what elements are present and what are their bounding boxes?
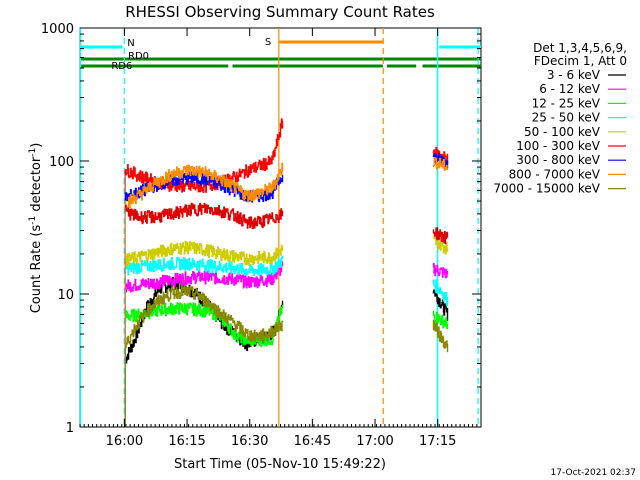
x-tick-label-4: 17:00 — [356, 434, 393, 449]
y-tick-label-2: 100 — [49, 155, 74, 170]
series-line-1-a — [124, 261, 284, 293]
n-marker-label: N — [127, 38, 134, 49]
footer-date: 17-Oct-2021 02:37 — [551, 468, 636, 478]
series-100-300kev — [124, 118, 449, 427]
series-12-25kev — [124, 302, 449, 427]
red-band-0 — [124, 202, 449, 245]
x-tick-label-3: 16:45 — [294, 434, 331, 449]
legend-label-6: 300 - 800 keV — [516, 153, 600, 167]
legend-label-5: 100 - 300 keV — [516, 139, 600, 153]
legend-label-3: 25 - 50 keV — [532, 111, 601, 125]
legend-label-2: 12 - 25 keV — [532, 96, 601, 110]
legend-label-1: 6 - 12 keV — [539, 82, 601, 96]
s-marker-label: S — [265, 37, 271, 48]
x-tick-label-2: 16:30 — [231, 434, 268, 449]
x-axis-label: Start Time (05-Nov-10 15:49:22) — [174, 457, 386, 472]
series-line-7-a — [124, 162, 284, 210]
red-band-line-0-a — [124, 202, 284, 229]
series-line-3-a — [124, 255, 284, 276]
series-7000-15000kev — [124, 285, 449, 427]
y-tick-label-1: 10 — [57, 288, 74, 303]
series-6-12kev — [124, 261, 449, 427]
red-band-line-0-b — [432, 227, 449, 245]
y-axis-label-end: ) — [29, 143, 44, 148]
series-line-4-b — [432, 236, 449, 255]
legend-label-7: 800 - 7000 keV — [509, 167, 601, 181]
x-tick-label-0: 16:00 — [106, 434, 143, 449]
rd6-label: RD6 — [111, 61, 132, 72]
legend: Det 1,3,4,5,6,9, FDecim 1, Att 0 3 - 6 k… — [493, 41, 627, 196]
legend-label-8: 7000 - 15000 keV — [493, 182, 600, 196]
series-line-0-a — [124, 277, 284, 364]
x-tick-label-5: 17:15 — [419, 434, 456, 449]
series-line-4-a — [124, 240, 284, 267]
series-line-2-a — [124, 302, 284, 348]
series-line-8-b — [432, 319, 449, 353]
y-axis-label-sup1: -1 — [28, 216, 38, 225]
rd0-label: RD0 — [128, 51, 149, 62]
series-line-2-b — [432, 310, 449, 330]
legend-label-0: 3 - 6 keV — [547, 68, 601, 82]
series-line-8-a — [124, 285, 284, 349]
chart-title: RHESSI Observing Summary Count Rates — [125, 3, 435, 21]
series-line-1-b — [432, 262, 449, 279]
legend-header-line-1: Det 1,3,4,5,6,9, — [533, 41, 627, 55]
plot-frame — [79, 27, 482, 428]
legend-header-line-2: FDecim 1, Att 0 — [534, 54, 627, 68]
series-layer — [124, 118, 449, 427]
y-axis-label-main: Count Rate (s — [29, 225, 44, 314]
series-line-7-b — [432, 157, 449, 171]
legend-label-4: 50 - 100 keV — [524, 125, 601, 139]
y-axis-label: Count Rate (s-1 detector-1) — [28, 143, 44, 314]
y-tick-label-0: 1 — [66, 421, 74, 436]
series-line-3-b — [432, 279, 449, 307]
plot-border — [79, 27, 482, 428]
y-axis-label-sup2: -1 — [28, 148, 38, 157]
series-3-6kev — [124, 277, 449, 427]
x-tick-label-1: 16:15 — [168, 434, 205, 449]
y-tick-label-3: 1000 — [41, 22, 74, 37]
axes-layer: 16:00 16:15 16:30 16:45 17:00 17:15 1 10 100 1000 — [41, 22, 482, 449]
series-line-0-b — [432, 289, 449, 321]
y-axis-label-mid: detector — [29, 156, 44, 216]
